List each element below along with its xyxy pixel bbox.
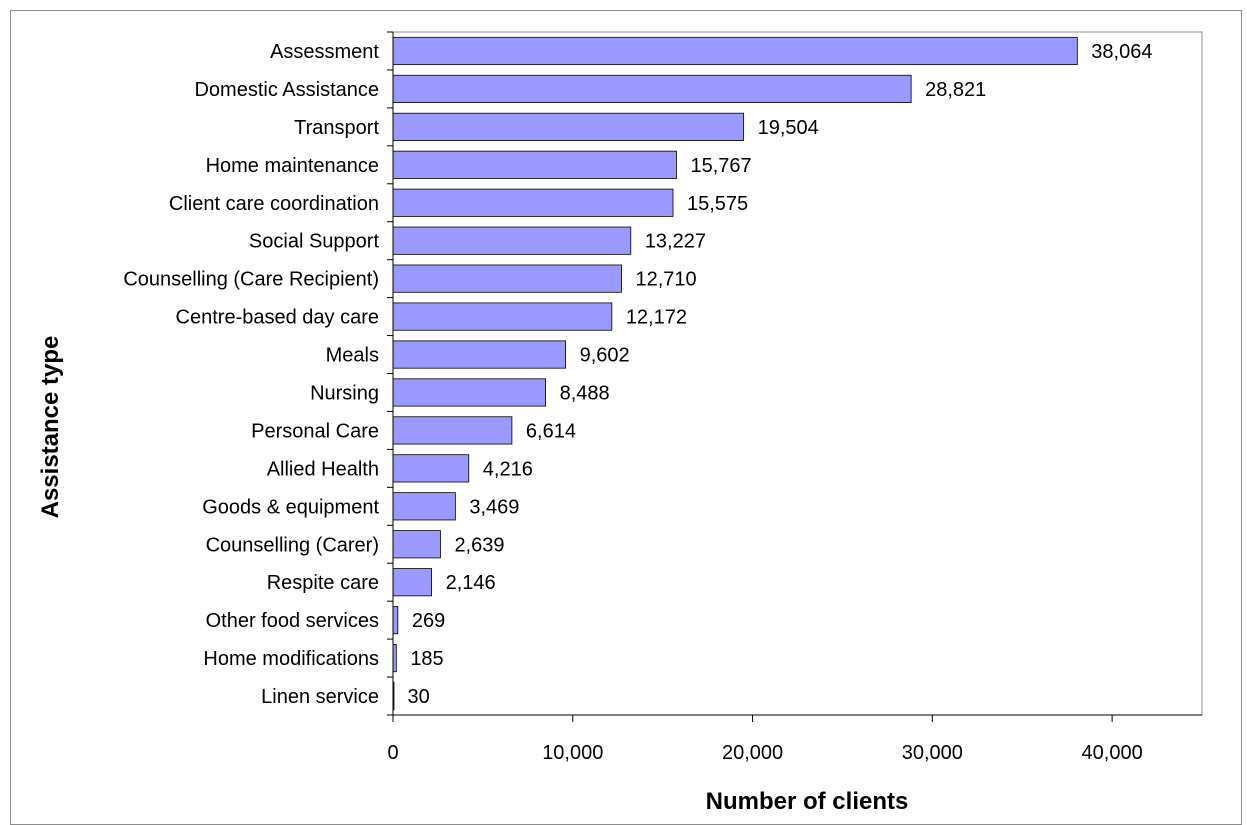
category-label: Nursing (310, 382, 379, 404)
category-labels: Assessment Domestic Assistance Transport Ho… (123, 41, 379, 708)
x-tick-label: 20,000 (722, 742, 783, 764)
bar (392, 530, 441, 559)
bar (392, 568, 432, 597)
bar (392, 112, 745, 141)
category-label: Assessment (270, 41, 379, 63)
data-label: 4,216 (483, 458, 533, 480)
x-axis-title: Number of clients (706, 788, 909, 815)
category-label: Respite care (267, 572, 379, 594)
category-label: Allied Health (267, 458, 379, 480)
data-label: 13,227 (645, 231, 706, 253)
bar (392, 416, 513, 445)
value-labels: 38,064 28,821 19,504 15,767 15,575 13,227 12,7… (408, 41, 1153, 708)
bar (392, 264, 622, 293)
data-label: 30 (408, 686, 430, 708)
category-label: Counselling (Carer) (206, 534, 379, 556)
bar (392, 340, 567, 369)
data-label: 6,614 (526, 420, 576, 442)
data-label: 2,146 (446, 572, 496, 594)
x-tick-label: 10,000 (542, 742, 603, 764)
x-axis-ticks: 0 10,000 20,000 30,000 40,000 (387, 31, 1143, 764)
category-label: Other food services (206, 610, 379, 632)
category-label: Home modifications (203, 648, 379, 670)
data-label: 38,064 (1091, 41, 1152, 63)
data-label: 269 (412, 610, 445, 632)
category-label: Personal Care (251, 420, 379, 442)
data-label: 15,575 (687, 193, 748, 215)
data-label: 3,469 (469, 496, 519, 518)
category-label: Centre-based day care (176, 307, 379, 329)
data-label: 9,602 (580, 345, 630, 367)
bar (392, 74, 912, 103)
bar (392, 606, 399, 635)
data-label: 12,172 (626, 307, 687, 329)
category-label: Linen service (261, 686, 379, 708)
category-label: Transport (294, 117, 379, 139)
bar (392, 378, 546, 407)
data-label: 8,488 (560, 382, 610, 404)
bar (392, 454, 470, 483)
category-label: Client care coordination (169, 193, 379, 215)
x-tick-label: 30,000 (902, 742, 963, 764)
x-tick-label: 0 (387, 742, 398, 764)
data-label: 19,504 (758, 117, 819, 139)
data-label: 15,767 (690, 155, 751, 177)
category-label: Social Support (249, 231, 380, 253)
category-label: Goods & equipment (202, 496, 379, 518)
category-label: Domestic Assistance (194, 79, 379, 101)
category-label: Counselling (Care Recipient) (123, 269, 379, 291)
x-tick-label: 40,000 (1082, 742, 1143, 764)
category-label: Home maintenance (206, 155, 379, 177)
y-axis-title: Assistance type (37, 336, 64, 519)
bars-layer (392, 36, 1078, 711)
data-label: 28,821 (925, 79, 986, 101)
bar (392, 36, 1078, 66)
bar (392, 302, 613, 331)
data-label: 12,710 (635, 269, 696, 291)
bar (392, 188, 674, 217)
plot-area (392, 31, 1203, 716)
bar (392, 226, 632, 255)
data-label: 2,639 (454, 534, 504, 556)
category-label: Meals (326, 345, 379, 367)
bar (392, 150, 677, 179)
bar (392, 492, 456, 521)
data-label: 185 (410, 648, 443, 670)
